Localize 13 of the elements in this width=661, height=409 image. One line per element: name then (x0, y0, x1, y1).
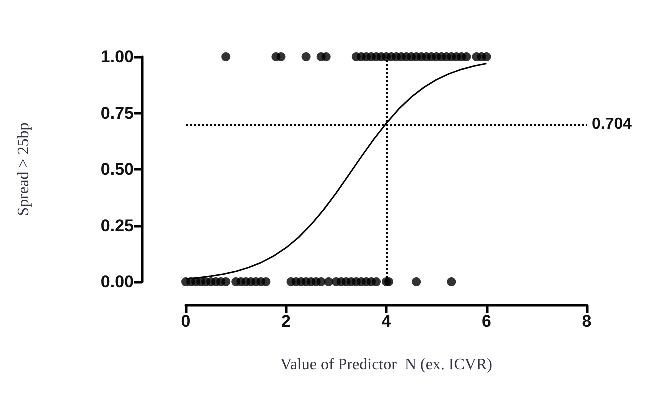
x-tick-label: 2 (282, 312, 291, 331)
y-tick-label: 0.00 (100, 272, 134, 292)
x-tick-label: 4 (382, 312, 392, 331)
x-tick-label: 0 (181, 312, 191, 331)
ref-line-label: 0.704 (592, 116, 632, 133)
y-axis-title: Spread > 25bp (16, 122, 32, 216)
x-axis-title: Value of Predictor N (ex. ICVR) (280, 356, 492, 374)
y-tick-label: 0.25 (100, 216, 134, 236)
x-tick-label: 6 (482, 312, 492, 331)
y-tick-label: 0.50 (100, 160, 134, 179)
x-tick-label: 8 (582, 312, 592, 331)
y-tick-label: 1.00 (100, 48, 134, 66)
y-tick-label: 0.75 (100, 104, 134, 123)
